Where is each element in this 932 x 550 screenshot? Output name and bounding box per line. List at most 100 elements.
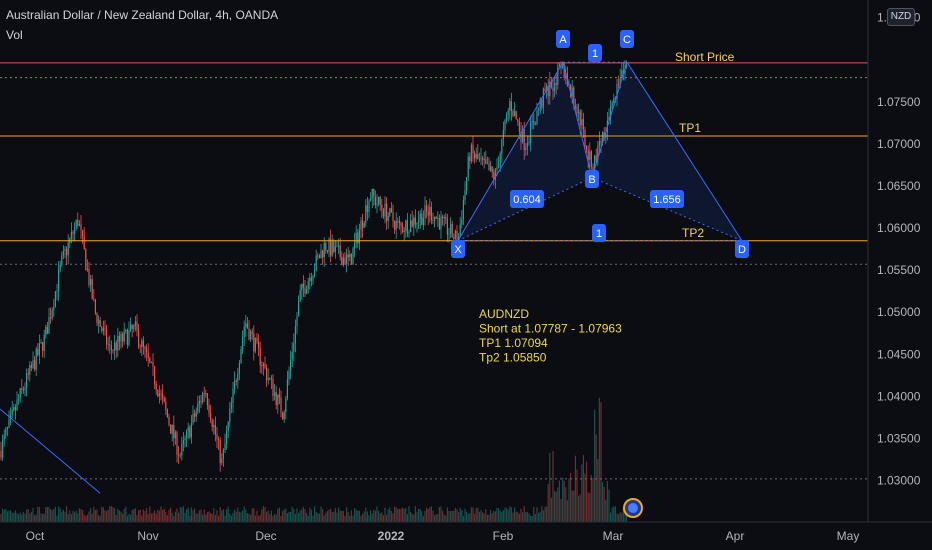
- volume-bar: [546, 506, 548, 522]
- volume-bar: [150, 513, 152, 522]
- candle-body: [598, 141, 600, 146]
- candle-body: [483, 159, 485, 160]
- candle-body: [291, 352, 293, 360]
- candle-body: [227, 421, 229, 431]
- candle-body: [104, 328, 106, 330]
- candle-body: [53, 306, 55, 310]
- pattern-point-label: A: [559, 34, 567, 46]
- volume-bar: [11, 512, 13, 522]
- volume-bar: [14, 510, 16, 522]
- volume-bar: [576, 469, 578, 522]
- pattern-triangle-xab: [458, 62, 592, 241]
- candle-body: [238, 363, 240, 374]
- candle-body: [117, 335, 119, 351]
- candle-body: [126, 329, 128, 345]
- candle-body: [434, 216, 436, 221]
- volume-bar: [74, 512, 76, 522]
- candle-body: [398, 221, 400, 224]
- volume-bar: [189, 515, 191, 522]
- volume-bar: [54, 506, 56, 522]
- candle-body: [382, 209, 384, 217]
- candle-body: [421, 213, 423, 226]
- candle-body: [198, 400, 200, 404]
- volume-bar: [477, 507, 479, 522]
- volume-bar: [334, 507, 336, 522]
- candle-body: [418, 219, 420, 223]
- candle-body: [406, 220, 408, 234]
- candle-body: [610, 106, 612, 117]
- candle-body: [590, 151, 592, 167]
- candle-body: [243, 326, 245, 337]
- currency-badge[interactable]: NZD: [887, 8, 915, 26]
- volume-bar: [597, 458, 599, 522]
- volume-bar: [203, 509, 205, 522]
- candle-body: [38, 343, 40, 356]
- volume-bar: [142, 509, 144, 522]
- candle-body: [234, 380, 236, 389]
- candle-body: [178, 454, 180, 456]
- volume-bar: [501, 512, 503, 522]
- volume-indicator-label[interactable]: Vol: [6, 28, 23, 42]
- candle-body: [285, 398, 287, 412]
- candle-body: [237, 373, 239, 381]
- candle-body: [94, 299, 96, 314]
- volume-bar: [435, 514, 437, 522]
- volume-bar: [550, 497, 552, 522]
- volume-bar: [526, 511, 528, 522]
- volume-bar: [269, 514, 271, 522]
- volume-bar: [130, 514, 132, 522]
- candle-body: [456, 230, 458, 244]
- ratio-label: 1: [592, 48, 598, 60]
- time-tick-label: Nov: [137, 529, 158, 543]
- candle-body: [59, 264, 61, 270]
- volume-bar: [370, 510, 372, 522]
- candle-body: [482, 157, 484, 160]
- volume-bar: [590, 475, 592, 522]
- volume-bar: [102, 507, 104, 522]
- candle-body: [592, 166, 594, 171]
- candle-body: [246, 323, 248, 329]
- volume-bar: [69, 510, 71, 522]
- candle-body: [125, 329, 127, 331]
- volume-bar: [606, 480, 608, 522]
- volume-bar: [485, 509, 487, 522]
- volume-bar: [624, 512, 626, 522]
- volume-bar: [330, 508, 332, 522]
- volume-bar: [376, 506, 378, 522]
- candle-body: [366, 205, 368, 212]
- pattern-point-label: C: [623, 34, 631, 46]
- candle-body: [501, 139, 503, 154]
- price-tick-label: 1.05000: [877, 305, 921, 319]
- volume-bar: [555, 491, 557, 522]
- candle-body: [26, 373, 28, 388]
- price-tick-label: 1.07500: [877, 95, 921, 109]
- volume-bar: [234, 509, 236, 522]
- volume-bar: [235, 511, 237, 522]
- volume-bar: [42, 513, 44, 522]
- candle-body: [11, 410, 13, 415]
- volume-bar: [30, 512, 32, 522]
- candle-body: [517, 119, 519, 123]
- volume-bar: [498, 508, 500, 522]
- candle-body: [54, 291, 56, 307]
- volume-bar: [195, 513, 197, 522]
- volume-bar: [456, 509, 458, 522]
- candle-body: [362, 220, 364, 228]
- volume-bar: [216, 510, 218, 522]
- volume-bar: [98, 515, 100, 522]
- time-tick-label: May: [837, 529, 860, 543]
- volume-bar: [224, 515, 226, 522]
- candle-body: [134, 321, 136, 326]
- candle-body: [586, 146, 588, 151]
- pattern-point-label: X: [454, 244, 462, 256]
- candle-body: [102, 328, 104, 331]
- candle-body: [363, 222, 365, 228]
- candle-body: [493, 172, 495, 180]
- candle-body: [358, 229, 360, 244]
- volume-bar: [349, 515, 351, 522]
- volume-bar: [288, 511, 290, 522]
- candle-body: [114, 342, 116, 351]
- volume-bar: [483, 513, 485, 522]
- candle-body: [235, 380, 237, 382]
